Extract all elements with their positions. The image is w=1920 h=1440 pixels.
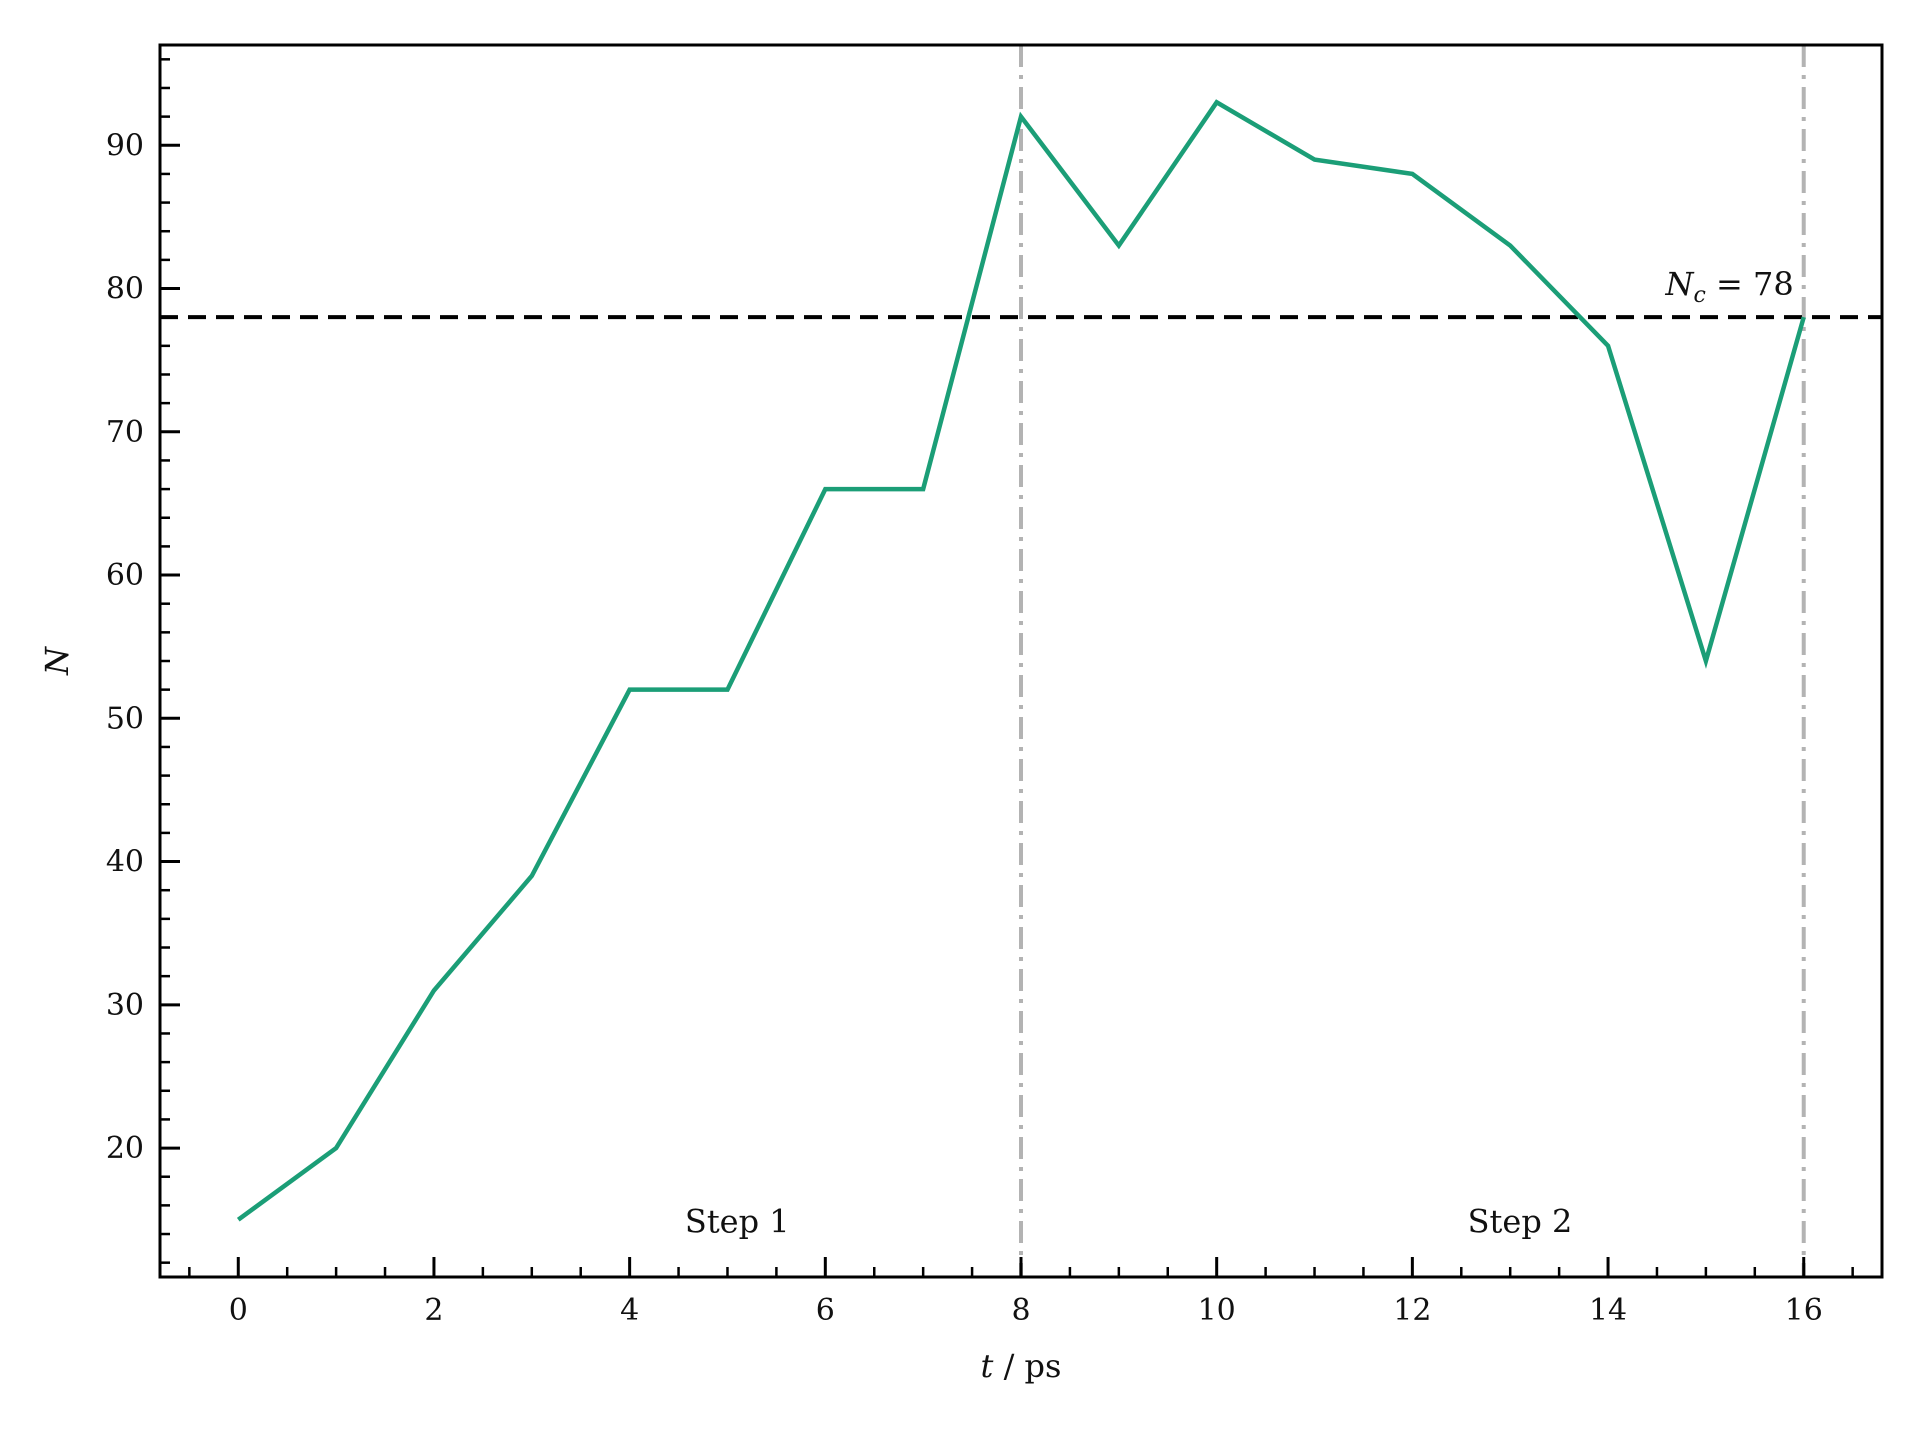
x-tick-label: 6 [816, 1293, 835, 1328]
y-axis-label: N [38, 646, 76, 676]
x-axis-label-variable: t [981, 1347, 994, 1385]
annotation-step-2: Step 2 [1468, 1203, 1573, 1241]
x-tick-label: 10 [1198, 1293, 1236, 1328]
x-tick-label: 8 [1011, 1293, 1030, 1328]
annotation-step-1: Step 1 [685, 1203, 790, 1241]
y-tick-label: 60 [106, 558, 144, 593]
x-tick-label: 14 [1589, 1293, 1627, 1328]
x-tick-label: 16 [1785, 1293, 1823, 1328]
vertical-reference-lines [1019, 45, 1806, 1277]
y-tick-label: 70 [106, 415, 144, 450]
x-axis-ticks: 0 2 4 6 8 10 12 14 16 [188, 1257, 1854, 1328]
x-tick-label: 2 [424, 1293, 443, 1328]
y-tick-label: 20 [106, 1131, 144, 1166]
y-tick-label: 50 [106, 701, 144, 736]
y-axis-ticks: 20 30 40 50 60 70 80 90 [106, 58, 180, 1264]
y-tick-label: 90 [106, 128, 144, 163]
x-tick-label: 4 [620, 1293, 639, 1328]
x-tick-label: 12 [1393, 1293, 1431, 1328]
y-tick-label: 40 [106, 845, 144, 880]
x-axis-label-unit: / ps [993, 1347, 1061, 1385]
annotations: Step 1 Step 2 [685, 1203, 1572, 1241]
x-tick-label: 0 [229, 1293, 248, 1328]
threshold-label: Nc = 78 [1665, 265, 1794, 308]
threshold-label-value: = 78 [1706, 265, 1794, 303]
y-tick-label: 80 [106, 272, 144, 307]
threshold-label-subscript: c [1694, 283, 1706, 308]
x-axis-label: t / ps [981, 1347, 1062, 1385]
series-group [236, 99, 1806, 1222]
series-line-0 [236, 99, 1806, 1222]
y-tick-label: 30 [106, 988, 144, 1023]
threshold-label-variable: N [1665, 265, 1695, 303]
